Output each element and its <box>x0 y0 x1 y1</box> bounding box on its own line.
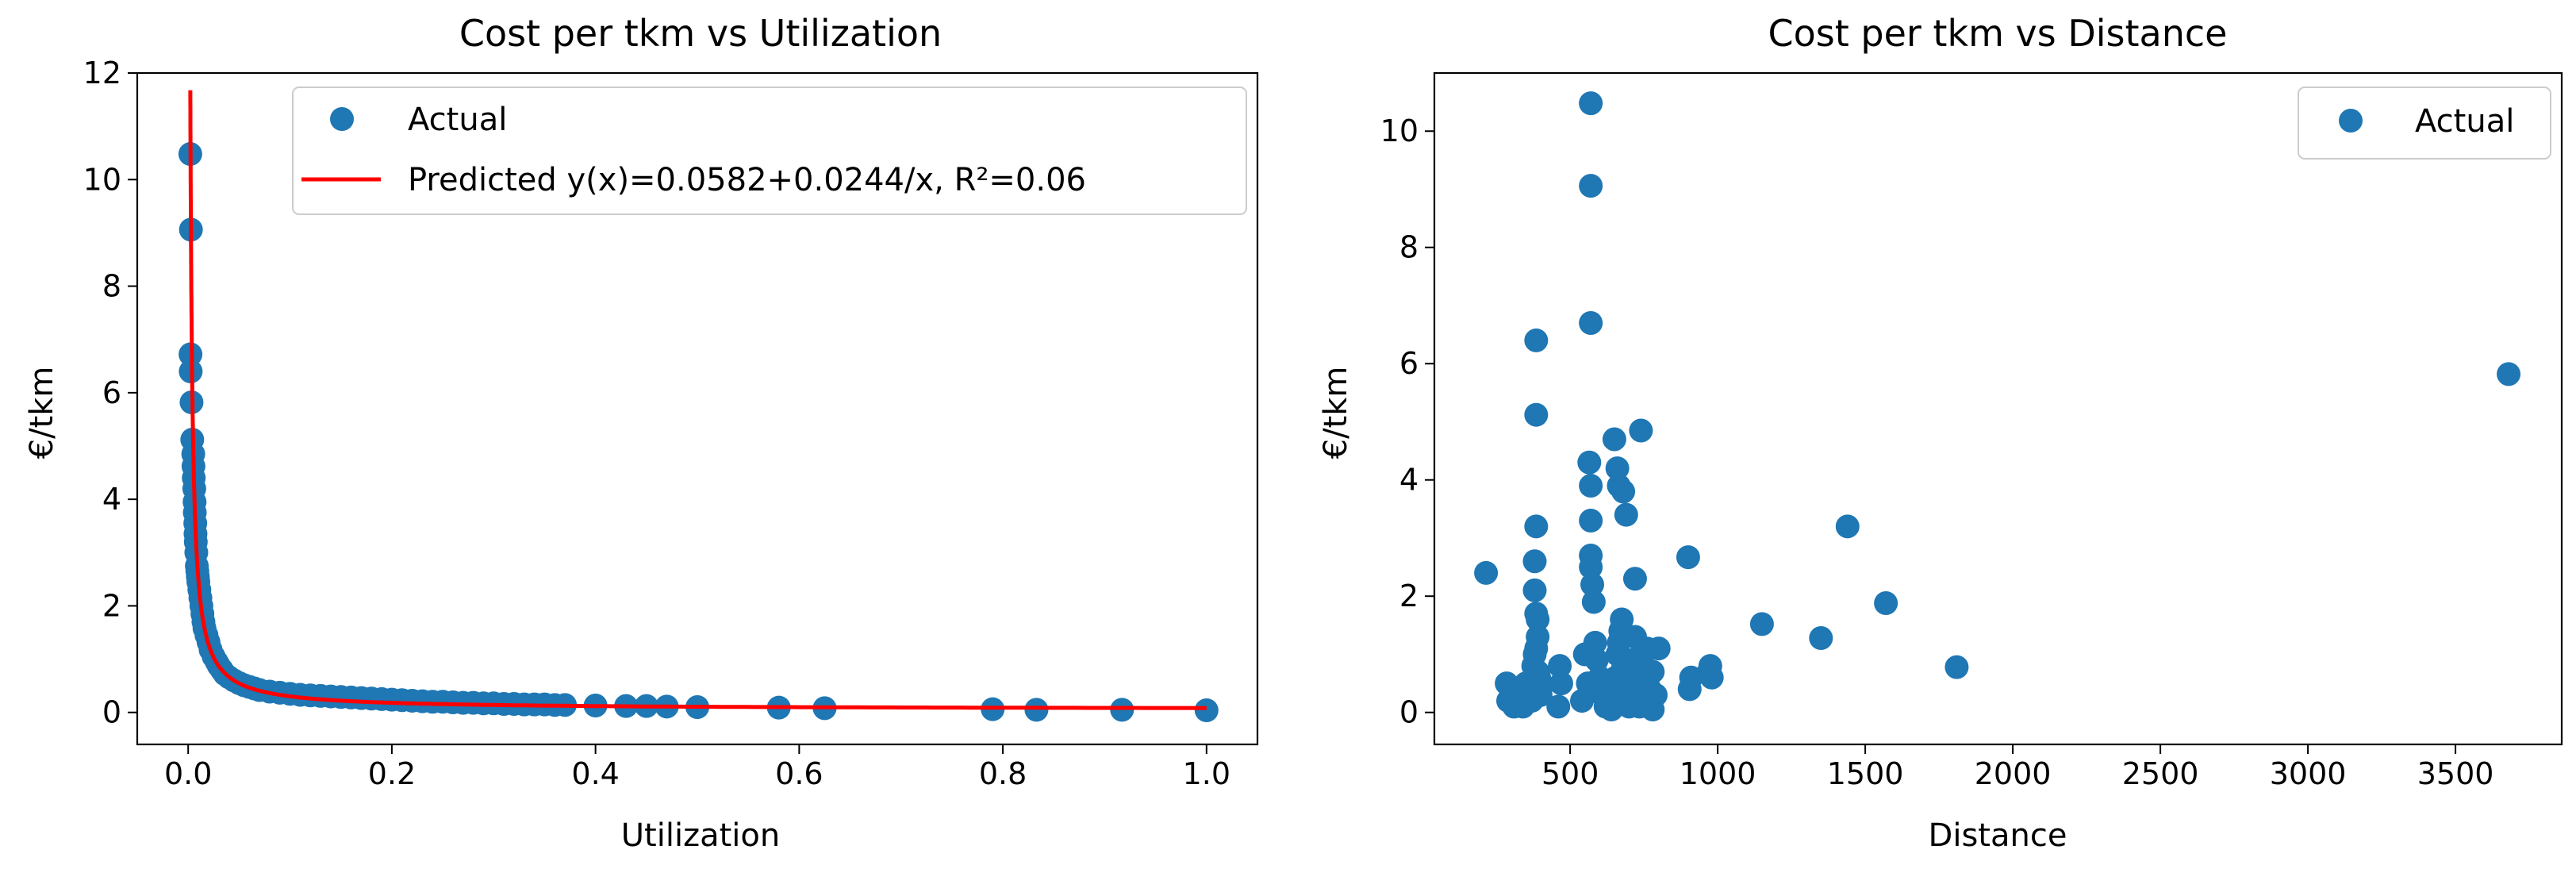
data-point <box>1524 402 1549 427</box>
data-point <box>1699 665 1724 690</box>
y-axis-ticks: 0 2 4 6 8 10 <box>1380 113 1434 730</box>
legend-frame <box>2298 87 2551 160</box>
x-tick-label: 2500 <box>2122 756 2199 791</box>
data-point <box>1809 625 1833 650</box>
y-tick-label: 2 <box>102 588 121 623</box>
data-point <box>1577 450 1602 475</box>
data-point <box>1579 310 1603 335</box>
data-point <box>1580 572 1605 597</box>
x-tick-label: 0.4 <box>571 756 619 791</box>
scatter-series-actual <box>1474 91 2521 722</box>
y-tick-label: 10 <box>83 162 121 197</box>
data-point <box>1605 456 1630 481</box>
data-point <box>1194 698 1219 723</box>
data-point <box>1835 514 1860 539</box>
data-point <box>1643 683 1668 707</box>
data-point <box>1524 514 1549 539</box>
data-point <box>1581 590 1606 614</box>
x-tick-label: 0.0 <box>164 756 212 791</box>
x-axis-ticks: 500 1000 1500 2000 2500 3000 3500 <box>1541 744 2494 791</box>
data-point <box>1749 612 1774 636</box>
x-tick-label: 2000 <box>1975 756 2052 791</box>
data-point <box>1944 655 1969 679</box>
legend-frame <box>292 87 1247 215</box>
axes-frame <box>136 71 1259 746</box>
y-tick-label: 4 <box>1399 463 1419 498</box>
y-tick-label: 8 <box>102 269 121 304</box>
x-tick-label: 0.2 <box>368 756 416 791</box>
data-point <box>1611 479 1636 504</box>
data-point <box>1524 328 1549 352</box>
legend-marker-actual <box>330 107 354 131</box>
data-point <box>1629 418 1653 443</box>
legend-label-actual: Actual <box>2415 103 2514 140</box>
y-tick-label: 0 <box>102 695 121 730</box>
data-point <box>1579 555 1603 579</box>
chart-utilization: Cost per tkm vs Utilization 0.0 0.2 0.4 0.6… <box>24 12 1259 854</box>
x-tick-label: 3500 <box>2417 756 2494 791</box>
legend-label-predicted: Predicted y(x)=0.0582+0.0244/x, R²=0.06 <box>408 162 1086 198</box>
data-point <box>1610 607 1634 632</box>
x-tick-label: 1000 <box>1680 756 1756 791</box>
x-tick-label: 0.8 <box>979 756 1027 791</box>
data-point <box>1546 694 1571 719</box>
fit-line <box>188 90 1207 710</box>
data-point <box>1528 683 1553 707</box>
y-axis-ticks: 0 2 4 6 8 10 12 <box>83 56 137 730</box>
x-tick-label: 1.0 <box>1183 756 1230 791</box>
x-tick-label: 1500 <box>1827 756 1904 791</box>
legend: Actual Predicted y(x)=0.0582+0.0244/x, R… <box>292 87 1247 215</box>
legend-label-actual: Actual <box>408 102 507 138</box>
y-tick-label: 12 <box>83 56 121 90</box>
x-tick-label: 0.6 <box>775 756 823 791</box>
data-point <box>1583 630 1607 655</box>
legend-marker-actual <box>2339 109 2363 133</box>
fit-line-series <box>188 90 1207 710</box>
y-axis-label: €/tkm <box>1318 367 1354 459</box>
data-point <box>1874 591 1898 616</box>
data-point <box>1641 659 1665 684</box>
chart-title: Cost per tkm vs Distance <box>1768 12 2228 55</box>
y-tick-label: 6 <box>1399 346 1419 381</box>
x-axis-label: Utilization <box>621 817 780 854</box>
data-point <box>1548 654 1572 679</box>
data-point <box>1524 602 1549 626</box>
x-tick-label: 3000 <box>2270 756 2347 791</box>
x-axis-label: Distance <box>1929 817 2067 854</box>
axes-frame <box>1433 71 2563 746</box>
legend: Actual <box>2298 87 2551 160</box>
y-tick-label: 10 <box>1380 113 1419 148</box>
data-point <box>1549 671 1573 696</box>
data-point <box>1579 474 1603 498</box>
y-tick-label: 6 <box>102 375 121 410</box>
x-tick-label: 500 <box>1541 756 1599 791</box>
data-point <box>1676 545 1700 570</box>
y-tick-label: 2 <box>1399 579 1419 613</box>
y-tick-label: 0 <box>1399 695 1419 730</box>
x-axis-ticks: 0.0 0.2 0.4 0.6 0.8 1.0 <box>164 744 1230 791</box>
data-point <box>1622 567 1647 591</box>
data-point <box>2497 362 2521 386</box>
data-point <box>1579 174 1603 198</box>
data-point <box>1614 502 1638 527</box>
y-tick-label: 8 <box>1399 230 1419 265</box>
y-axis-label: €/tkm <box>24 367 60 459</box>
data-point <box>1474 560 1499 585</box>
data-point <box>1522 549 1547 574</box>
chart-distance: Cost per tkm vs Distance 500 1000 1500 2000… <box>1318 12 2563 854</box>
data-point <box>1677 677 1702 702</box>
chart-title: Cost per tkm vs Utilization <box>459 12 942 55</box>
data-point <box>1526 659 1550 684</box>
data-point <box>1024 698 1049 722</box>
data-point <box>1526 625 1550 649</box>
y-tick-label: 4 <box>102 482 121 517</box>
data-point <box>1646 636 1671 661</box>
data-point <box>1579 509 1603 533</box>
data-point <box>1522 578 1547 602</box>
data-point <box>1579 91 1603 116</box>
data-point <box>1602 427 1626 452</box>
